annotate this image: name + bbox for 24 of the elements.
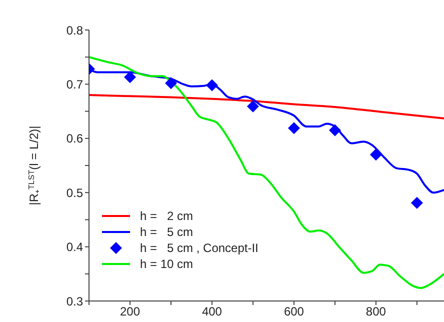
point [164, 77, 177, 90]
y-tick-label: 0.8 [66, 23, 84, 38]
point [370, 148, 382, 161]
y-tick-label: 0.3 [66, 294, 84, 308]
y-tick-label: 0.6 [66, 132, 84, 146]
x-tick-label: 800 [366, 304, 386, 319]
x-tick-label: 200 [120, 304, 140, 319]
legend-label: h = 10 cm [140, 256, 194, 272]
point [246, 100, 259, 112]
point [410, 196, 423, 209]
legend-label: h = 2 cm [140, 208, 194, 224]
y-tick-label: 0.7 [66, 77, 84, 92]
x-tick-label: 400 [202, 304, 222, 319]
point [328, 124, 341, 136]
legend-label: h = 5 cm [140, 224, 194, 240]
line-series [89, 56, 444, 289]
y-tick-label: 0.4 [66, 240, 84, 254]
point [288, 122, 300, 134]
x-tick-label: 600 [284, 304, 304, 319]
point [124, 71, 136, 84]
y-tick-label: 0.5 [66, 186, 84, 200]
legend-label: h = 5 cm , Concept-II [140, 240, 258, 256]
line-series [89, 94, 444, 120]
point [206, 79, 218, 92]
